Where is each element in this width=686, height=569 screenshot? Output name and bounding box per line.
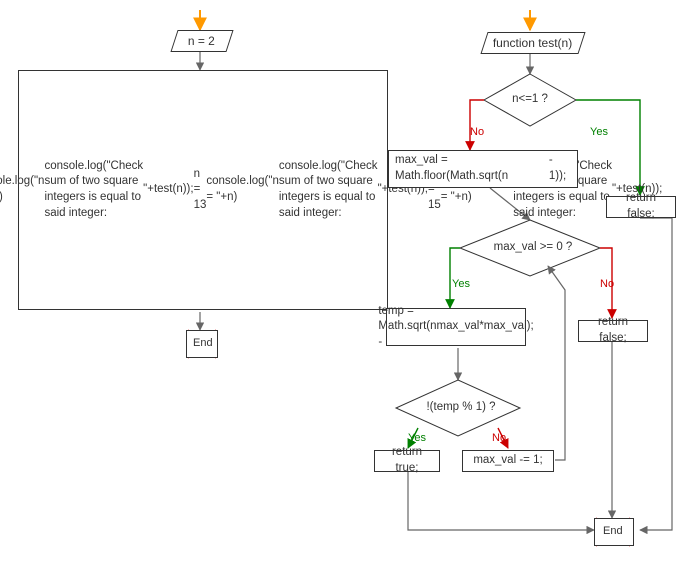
code-block: console.log("n = "+n)console.log("Check … [18, 70, 388, 310]
dec3-yes: Yes [408, 432, 426, 444]
dec3-label: !(temp % 1) ? [418, 400, 504, 414]
return-true: return true; [374, 450, 440, 472]
dec1-label: n<=1 ? [506, 92, 554, 106]
start-left-io: n = 2 [170, 30, 233, 52]
decrement-maxval: max_val -= 1; [462, 450, 554, 472]
start-left-label: n = 2 [182, 32, 221, 51]
dec1-yes: Yes [590, 126, 608, 138]
end-right [594, 518, 634, 546]
return-false-1: return false; [606, 196, 676, 218]
dec2-no: No [600, 278, 614, 290]
proc-maxval: max_val = Math.floor(Math.sqrt(n- 1)); [388, 150, 578, 188]
dec2-yes: Yes [452, 278, 470, 290]
end-left [186, 330, 218, 358]
return-false-2: return false; [578, 320, 648, 342]
dec2-label: max_val >= 0 ? [488, 240, 578, 254]
func-start-io: function test(n) [480, 32, 585, 54]
func-start-label: function test(n) [487, 34, 578, 53]
dec1-no: No [470, 126, 484, 138]
proc-temp: temp = Math.sqrt(n -max_val*max_val); [386, 308, 526, 346]
dec3-no: No [492, 432, 506, 444]
